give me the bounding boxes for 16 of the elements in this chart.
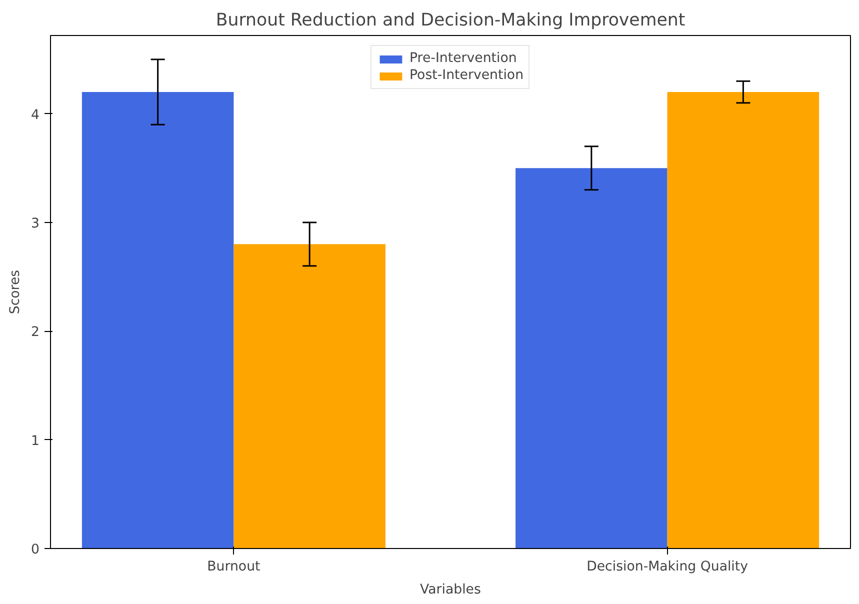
legend-label: Post-Intervention — [409, 68, 524, 83]
bar — [516, 168, 668, 548]
x-tick-label: Burnout — [207, 560, 260, 574]
legend-label: Pre-Intervention — [409, 51, 517, 66]
chart-title: Burnout Reduction and Decision-Making Improvement — [216, 10, 686, 30]
y-axis-title: Scores — [8, 270, 24, 314]
bar — [667, 92, 820, 548]
x-axis-title: Variables — [420, 582, 482, 598]
x-tick-label: Decision-Making Quality — [586, 560, 748, 574]
bar — [82, 92, 234, 548]
y-tick-label: 1 — [31, 434, 40, 449]
bar — [234, 244, 386, 548]
y-tick-label: 4 — [31, 108, 40, 123]
y-tick-label: 0 — [31, 542, 40, 558]
y-tick-label: 2 — [31, 325, 40, 340]
y-tick-label: 3 — [31, 216, 40, 232]
